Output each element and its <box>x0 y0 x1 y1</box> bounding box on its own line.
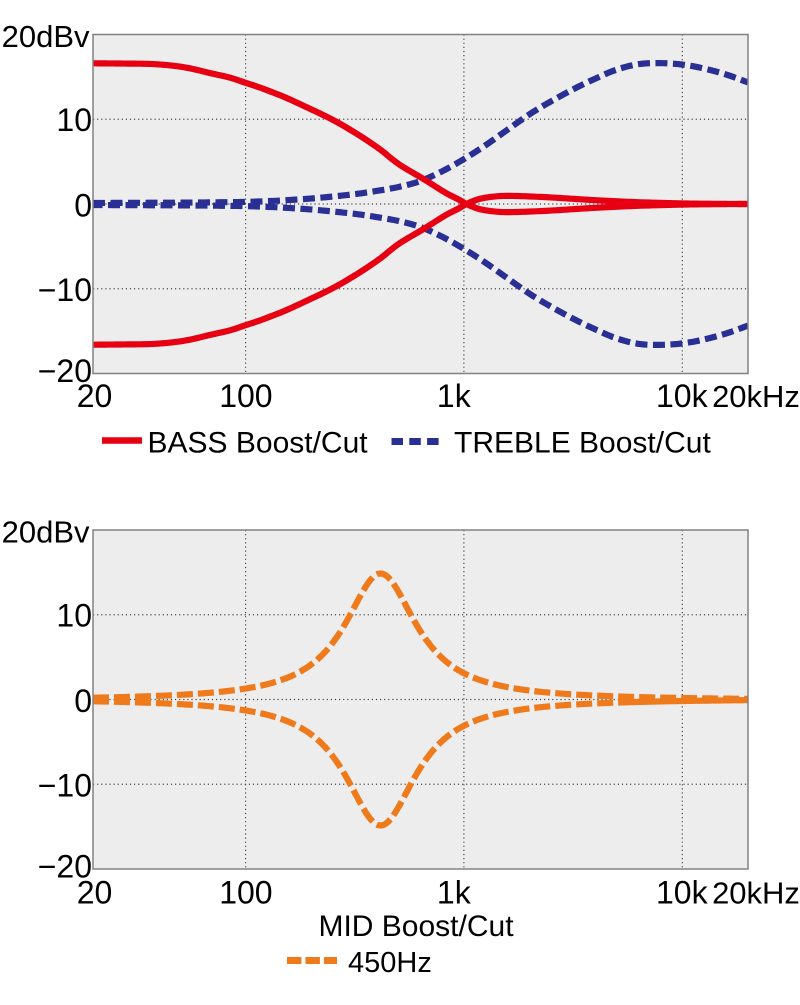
svg-text:10: 10 <box>56 598 92 634</box>
svg-text:TREBLE Boost/Cut: TREBLE Boost/Cut <box>454 427 711 460</box>
svg-text:0: 0 <box>74 683 92 719</box>
svg-text:10k: 10k <box>656 875 709 911</box>
svg-text:100: 100 <box>219 378 272 414</box>
svg-text:1k: 1k <box>437 875 472 911</box>
svg-text:20: 20 <box>77 875 113 911</box>
svg-text:BASS Boost/Cut: BASS Boost/Cut <box>148 427 369 460</box>
svg-text:−10: −10 <box>38 272 92 308</box>
svg-text:1k: 1k <box>437 378 472 414</box>
svg-text:10k: 10k <box>656 378 709 414</box>
svg-text:−10: −10 <box>38 768 92 804</box>
svg-text:0: 0 <box>74 187 92 223</box>
svg-text:20kHz: 20kHz <box>712 876 800 911</box>
svg-text:20kHz: 20kHz <box>712 379 800 414</box>
svg-text:20dBv: 20dBv <box>2 19 90 54</box>
svg-text:20dBv: 20dBv <box>2 515 90 550</box>
svg-text:20: 20 <box>77 378 113 414</box>
svg-text:100: 100 <box>219 875 272 911</box>
svg-text:450Hz: 450Hz <box>348 947 432 979</box>
svg-text:−20: −20 <box>38 849 92 885</box>
svg-text:MID Boost/Cut: MID Boost/Cut <box>318 910 514 943</box>
svg-text:10: 10 <box>56 102 92 138</box>
svg-text:−20: −20 <box>38 353 92 389</box>
